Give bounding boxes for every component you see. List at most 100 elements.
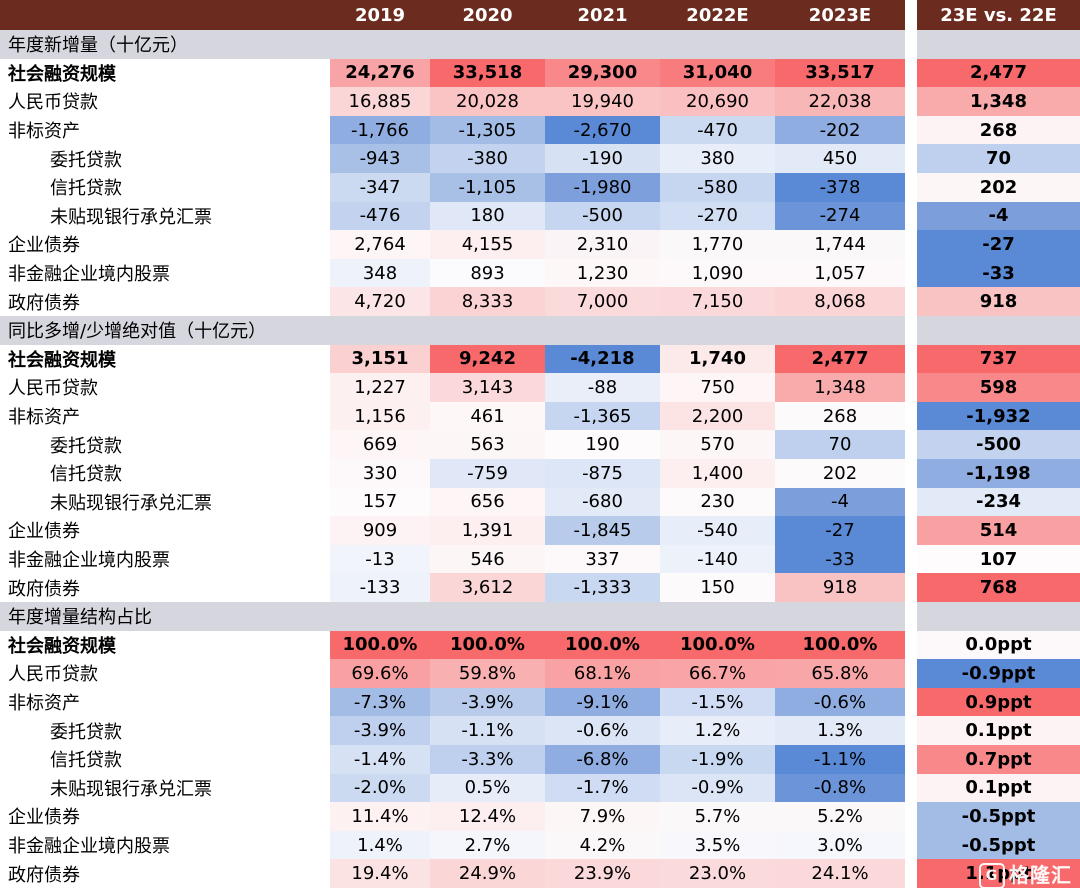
value-cell: 3,151 bbox=[330, 344, 430, 374]
value-cell: 268 bbox=[775, 401, 905, 431]
row-gap bbox=[905, 544, 917, 574]
section-title: 年度增量结构占比 bbox=[0, 602, 330, 631]
value-cell: 69.6% bbox=[330, 659, 430, 688]
watermark-text: 格隆汇 bbox=[1009, 862, 1072, 887]
delta-cell: 202 bbox=[917, 173, 1080, 202]
value-cell: 330 bbox=[330, 459, 430, 488]
delta-cell: 598 bbox=[917, 373, 1080, 402]
row-gap bbox=[905, 745, 917, 774]
section-fill bbox=[330, 316, 430, 345]
value-cell: -13 bbox=[330, 544, 430, 574]
value-cell: 5.2% bbox=[775, 802, 905, 831]
table-row: 信托贷款 -1.4% -3.3% -6.8% -1.9% -1.1% 0.7ppt bbox=[0, 745, 1080, 774]
value-cell: 4,155 bbox=[430, 230, 545, 259]
row-label: 社会融资规模 bbox=[8, 635, 116, 657]
section-fill bbox=[430, 602, 545, 631]
delta-cell: -1,932 bbox=[917, 401, 1080, 431]
section-fill bbox=[917, 602, 1080, 631]
table-row: 社会融资规模 3,151 9,242 -4,218 1,740 2,477 737 bbox=[0, 344, 1080, 374]
row-gap bbox=[905, 144, 917, 173]
value-cell: 2,477 bbox=[775, 344, 905, 374]
section-fill bbox=[917, 316, 1080, 345]
header-blank bbox=[0, 0, 330, 30]
value-cell: 23.0% bbox=[660, 859, 775, 888]
table-row: 委托贷款 -3.9% -1.1% -0.6% 1.2% 1.3% 0.1ppt bbox=[0, 716, 1080, 745]
value-cell: -1.1% bbox=[775, 745, 905, 774]
value-cell: 100.0% bbox=[545, 630, 660, 660]
value-cell: 3.5% bbox=[660, 830, 775, 860]
value-cell: 450 bbox=[775, 144, 905, 173]
delta-cell: 0.0ppt bbox=[917, 630, 1080, 660]
value-cell: 1,057 bbox=[775, 258, 905, 288]
value-cell: -1,845 bbox=[545, 516, 660, 545]
value-cell: 2,764 bbox=[330, 230, 430, 259]
value-cell: 909 bbox=[330, 516, 430, 545]
row-gap bbox=[905, 401, 917, 431]
section-fill bbox=[775, 316, 905, 345]
value-cell: -1,980 bbox=[545, 173, 660, 202]
value-cell: -500 bbox=[545, 201, 660, 231]
watermark-logo: G 格隆汇 bbox=[979, 859, 1072, 889]
value-cell: 4.2% bbox=[545, 830, 660, 860]
value-cell: -0.6% bbox=[545, 716, 660, 745]
row-label: 非标资产 bbox=[8, 407, 80, 429]
value-cell: 893 bbox=[430, 258, 545, 288]
value-cell: -270 bbox=[660, 201, 775, 231]
value-cell: -2,670 bbox=[545, 115, 660, 145]
value-cell: 570 bbox=[660, 430, 775, 459]
value-cell: 8,068 bbox=[775, 287, 905, 316]
row-label: 未贴现银行承兑汇票 bbox=[50, 492, 212, 514]
row-gap bbox=[905, 802, 917, 831]
value-cell: 348 bbox=[330, 258, 430, 288]
section-fill bbox=[430, 30, 545, 59]
value-cell: 750 bbox=[660, 373, 775, 402]
delta-cell: -234 bbox=[917, 487, 1080, 517]
value-cell: -470 bbox=[660, 115, 775, 145]
section-fill bbox=[775, 30, 905, 59]
value-cell: 22,038 bbox=[775, 87, 905, 116]
table-row: 企业债券 11.4% 12.4% 7.9% 5.7% 5.2% -0.5ppt bbox=[0, 802, 1080, 831]
delta-cell: 514 bbox=[917, 516, 1080, 545]
section-fill bbox=[775, 602, 905, 631]
row-gap bbox=[905, 173, 917, 202]
value-cell: 33,517 bbox=[775, 58, 905, 88]
value-cell: 1,391 bbox=[430, 516, 545, 545]
header-delta: 23E vs. 22E bbox=[917, 0, 1080, 30]
value-cell: -190 bbox=[545, 144, 660, 173]
value-cell: 2.7% bbox=[430, 830, 545, 860]
section-title-row: 年度新增量（十亿元） bbox=[0, 30, 1080, 59]
value-cell: 190 bbox=[545, 430, 660, 459]
logo-icon: G bbox=[979, 863, 1005, 889]
row-label: 信托贷款 bbox=[50, 464, 122, 486]
delta-cell: 0.1ppt bbox=[917, 716, 1080, 745]
value-cell: -476 bbox=[330, 201, 430, 231]
value-cell: 31,040 bbox=[660, 58, 775, 88]
value-cell: 1,770 bbox=[660, 230, 775, 259]
value-cell: 4,720 bbox=[330, 287, 430, 316]
value-cell: 7,150 bbox=[660, 287, 775, 316]
header-year: 2019 bbox=[330, 0, 430, 30]
row-label: 非金融企业境内股票 bbox=[8, 836, 170, 858]
table-row: 未贴现银行承兑汇票 -476 180 -500 -270 -274 -4 bbox=[0, 201, 1080, 231]
row-gap bbox=[905, 630, 917, 660]
value-cell: 2,200 bbox=[660, 401, 775, 431]
delta-cell: -4 bbox=[917, 201, 1080, 231]
table-row: 非标资产 1,156 461 -1,365 2,200 268 -1,932 bbox=[0, 401, 1080, 431]
value-cell: 1,156 bbox=[330, 401, 430, 431]
delta-cell: 918 bbox=[917, 287, 1080, 316]
section-gap bbox=[905, 316, 917, 345]
delta-cell: -0.9ppt bbox=[917, 659, 1080, 688]
section-fill bbox=[660, 30, 775, 59]
value-cell: 1,740 bbox=[660, 344, 775, 374]
row-label: 企业债券 bbox=[8, 807, 80, 829]
value-cell: -943 bbox=[330, 144, 430, 173]
row-gap bbox=[905, 430, 917, 459]
row-label: 委托贷款 bbox=[50, 149, 122, 171]
row-gap bbox=[905, 687, 917, 717]
row-label: 社会融资规模 bbox=[8, 63, 116, 85]
value-cell: -540 bbox=[660, 516, 775, 545]
section-fill bbox=[430, 316, 545, 345]
value-cell: -1,105 bbox=[430, 173, 545, 202]
value-cell: 59.8% bbox=[430, 659, 545, 688]
value-cell: 100.0% bbox=[660, 630, 775, 660]
